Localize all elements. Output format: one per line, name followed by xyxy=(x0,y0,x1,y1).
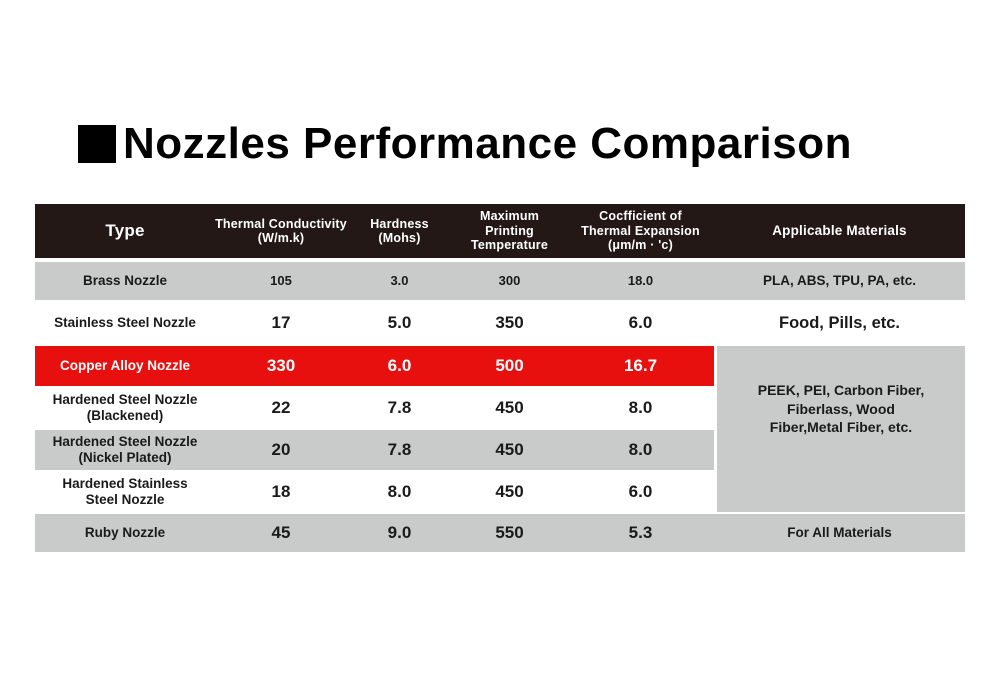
cell-coefficient-expansion: 6.0 xyxy=(628,482,653,502)
table-row-hardened-steel-nozzle-blackened: Hardened Steel Nozzle (Blackened) 22 7.8… xyxy=(35,388,714,428)
merged-cell-applicable-materials: PEEK, PEI, Carbon Fiber, Fiberlass, Wood… xyxy=(717,346,965,512)
cell-coefficient-expansion: 18.0 xyxy=(627,272,654,288)
cell-hardness: 7.8 xyxy=(387,398,412,418)
cell-type: Hardened Stainless Steel Nozzle xyxy=(62,476,188,507)
header-cell-hardness: Hardness (Mohs) xyxy=(370,216,429,245)
page-title: Nozzles Performance Comparison xyxy=(78,122,852,166)
title-bullet-square-icon xyxy=(78,125,116,163)
cell-applicable-materials: PLA, ABS, TPU, PA, etc. xyxy=(762,273,917,289)
cell-thermal-conductivity: 330 xyxy=(266,356,296,376)
cell-thermal-conductivity: 45 xyxy=(271,523,291,543)
header-cell-applicable-materials: Applicable Materials xyxy=(772,223,907,239)
header-cell-thermal-conductivity: Thermal Conductivity (W/m.k) xyxy=(215,216,347,245)
cell-applicable-materials: For All Materials xyxy=(787,525,892,541)
cell-max-printing-temperature: 450 xyxy=(495,440,524,460)
cell-thermal-conductivity: 22 xyxy=(271,398,291,418)
cell-coefficient-expansion: 8.0 xyxy=(628,440,653,460)
cell-coefficient-expansion: 8.0 xyxy=(628,398,653,418)
table-header-row: Type Thermal Conductivity (W/m.k) Hardne… xyxy=(35,204,965,258)
cell-coefficient-expansion: 5.3 xyxy=(628,523,653,543)
cell-hardness: 8.0 xyxy=(387,482,412,502)
header-cell-max-printing-temperature: Maximum Printing Temperature xyxy=(471,209,548,253)
cell-type: Hardened Steel Nozzle (Nickel Plated) xyxy=(52,434,198,465)
cell-thermal-conductivity: 17 xyxy=(271,313,291,333)
cell-type: Brass Nozzle xyxy=(82,273,168,289)
cell-thermal-conductivity: 105 xyxy=(270,272,292,288)
cell-max-printing-temperature: 500 xyxy=(495,356,524,376)
table-row-ruby-nozzle: Ruby Nozzle 45 9.0 550 5.3 For All Mater… xyxy=(35,514,965,552)
cell-hardness: 6.0 xyxy=(387,356,412,376)
cell-applicable-materials: Food, Pills, etc. xyxy=(778,313,901,332)
cell-max-printing-temperature: 300 xyxy=(498,272,521,288)
table-row-hardened-stainless-steel-nozzle: Hardened Stainless Steel Nozzle 18 8.0 4… xyxy=(35,472,714,512)
header-cell-type: Type xyxy=(105,221,145,241)
cell-coefficient-expansion: 16.7 xyxy=(623,356,658,376)
cell-coefficient-expansion: 6.0 xyxy=(628,313,653,333)
cell-max-printing-temperature: 450 xyxy=(495,482,524,502)
comparison-table: Type Thermal Conductivity (W/m.k) Hardne… xyxy=(35,204,965,554)
table-row-copper-alloy-nozzle-highlighted: Copper Alloy Nozzle 330 6.0 500 16.7 xyxy=(35,346,714,386)
cell-thermal-conductivity: 20 xyxy=(271,440,291,460)
cell-type: Stainless Steel Nozzle xyxy=(54,315,196,331)
cell-hardness: 3.0 xyxy=(390,272,409,288)
cell-type: Hardened Steel Nozzle (Blackened) xyxy=(52,392,198,423)
cell-thermal-conductivity: 18 xyxy=(271,482,291,502)
table-row-stainless-steel-nozzle: Stainless Steel Nozzle 17 5.0 350 6.0 Fo… xyxy=(35,302,965,344)
cell-hardness: 5.0 xyxy=(387,313,412,333)
cell-hardness: 9.0 xyxy=(387,523,412,543)
table-middle-left: Copper Alloy Nozzle 330 6.0 500 16.7 Har… xyxy=(35,346,714,512)
cell-max-printing-temperature: 450 xyxy=(495,398,524,418)
table-row-brass-nozzle: Brass Nozzle 105 3.0 300 18.0 PLA, ABS, … xyxy=(35,262,965,300)
cell-type: Ruby Nozzle xyxy=(84,525,166,541)
page-title-text: Nozzles Performance Comparison xyxy=(123,119,852,168)
cell-hardness: 7.8 xyxy=(387,440,412,460)
table-row-hardened-steel-nozzle-nickel-plated: Hardened Steel Nozzle (Nickel Plated) 20… xyxy=(35,430,714,470)
cell-type: Copper Alloy Nozzle xyxy=(59,358,190,374)
cell-max-printing-temperature: 550 xyxy=(495,523,524,543)
table-middle-block: Copper Alloy Nozzle 330 6.0 500 16.7 Har… xyxy=(35,346,965,512)
header-cell-coefficient-expansion: Cocfficient of Thermal Expansion (μm/m ·… xyxy=(581,209,700,253)
cell-max-printing-temperature: 350 xyxy=(495,313,524,333)
